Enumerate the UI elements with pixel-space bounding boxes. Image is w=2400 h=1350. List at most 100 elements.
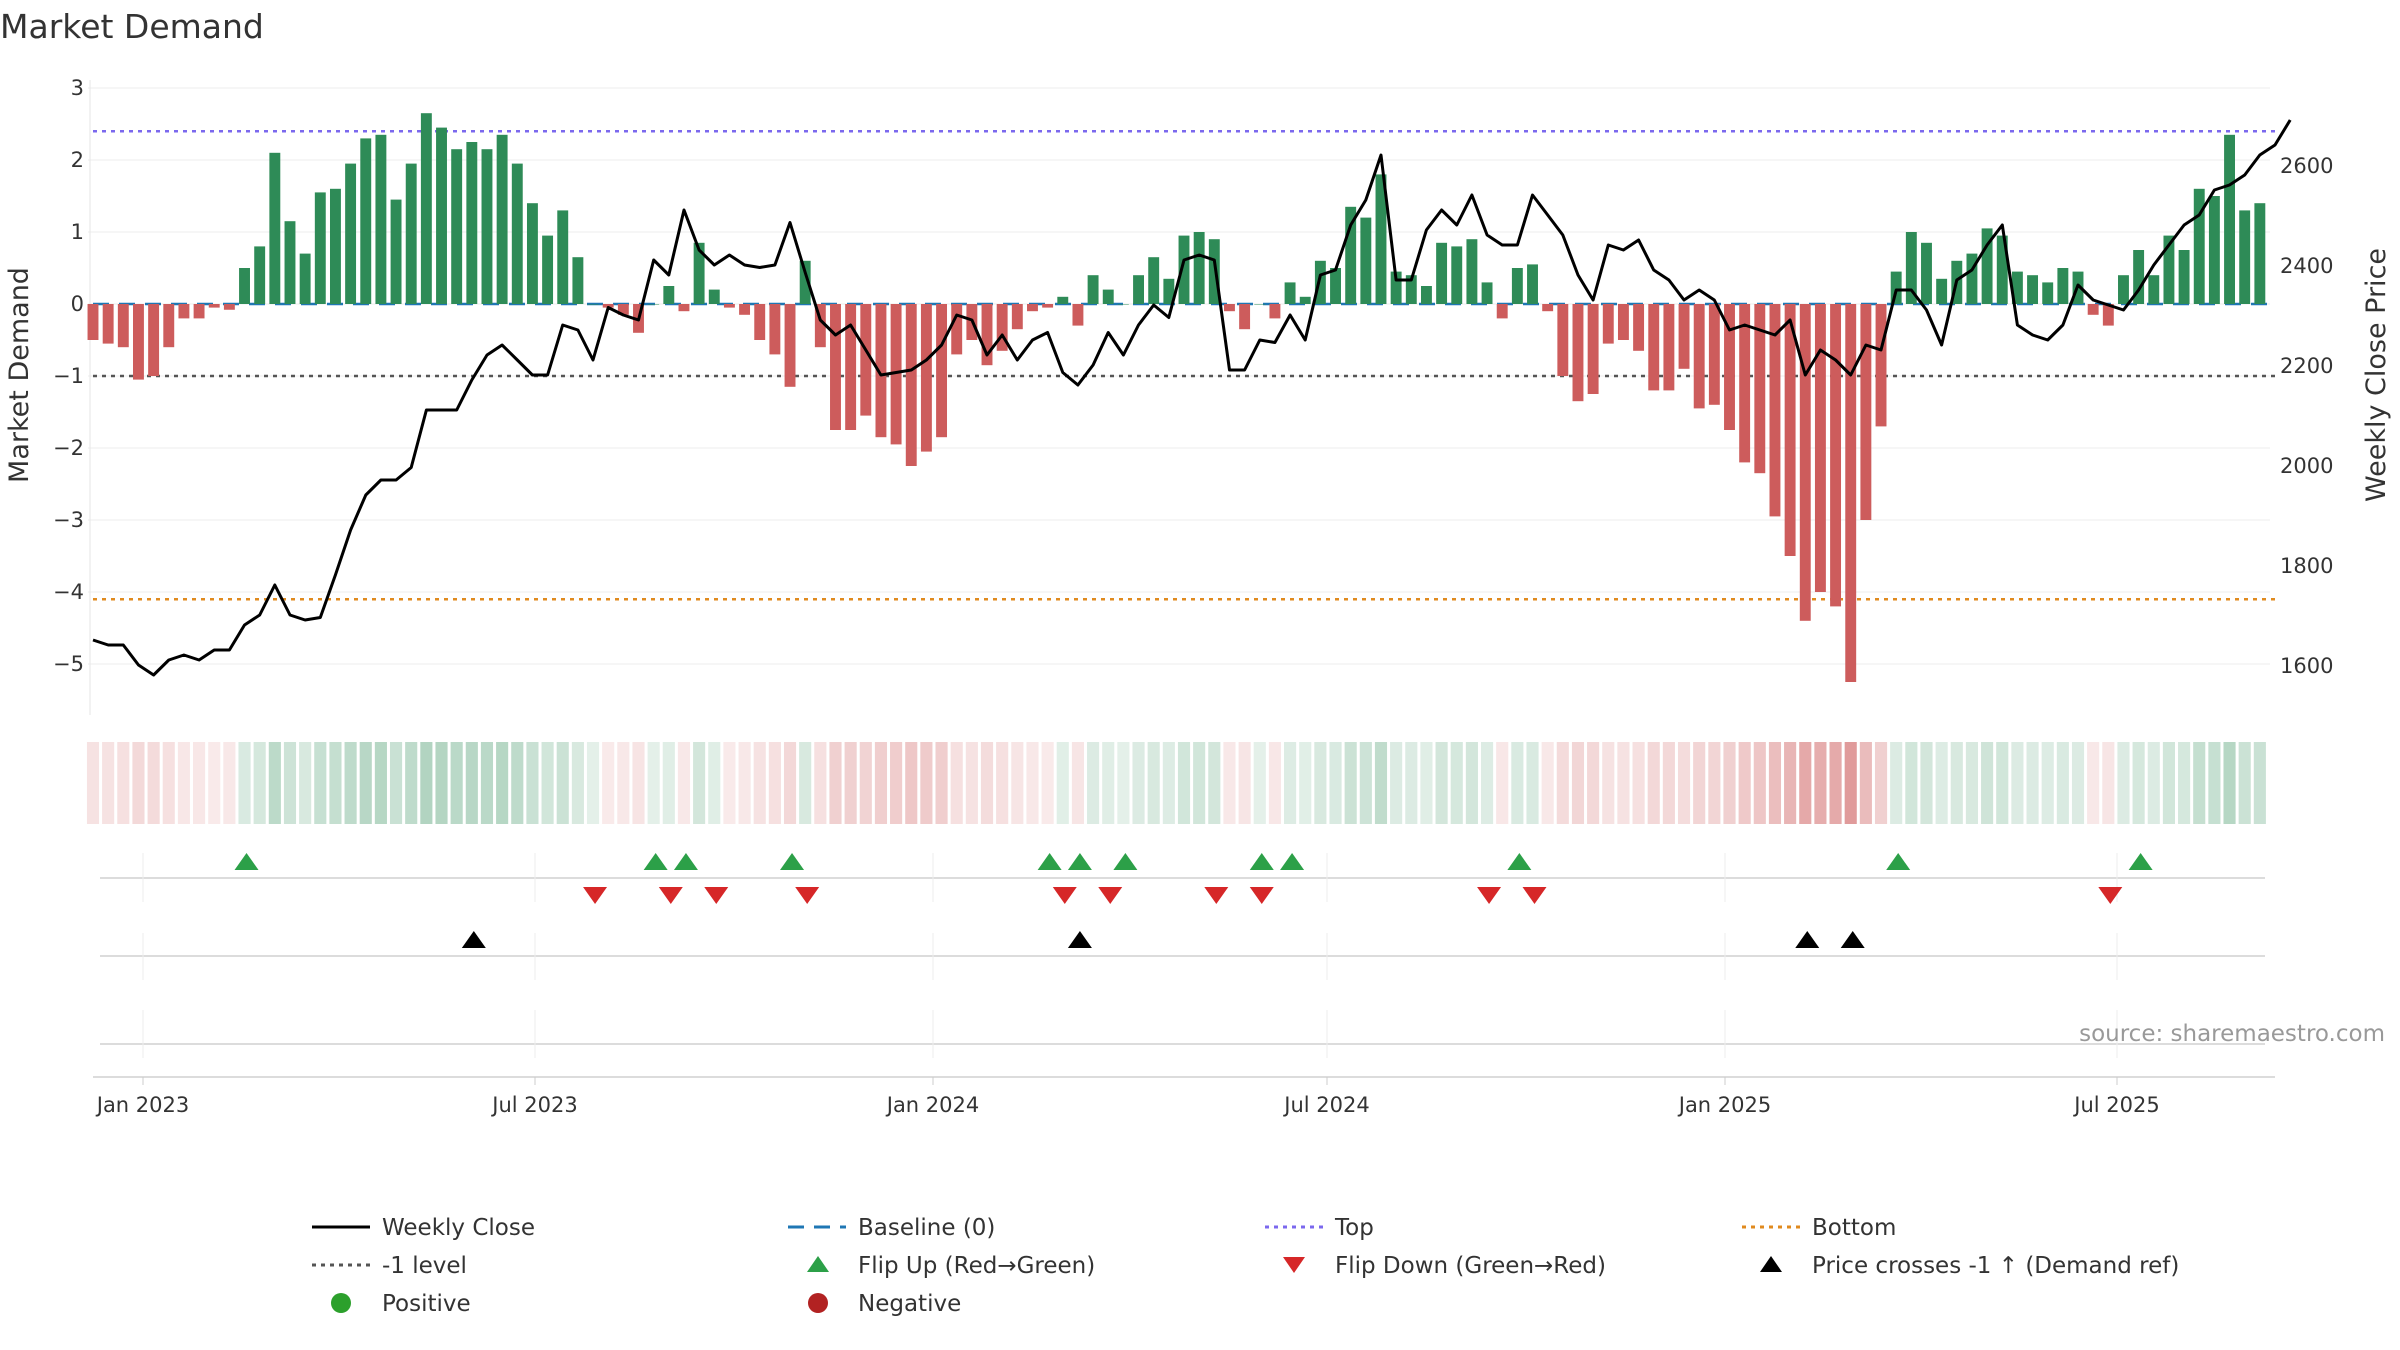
heat-cell xyxy=(814,742,827,824)
heat-cell xyxy=(1920,742,1933,824)
heat-cell xyxy=(496,742,509,824)
reference-lines xyxy=(93,129,2275,601)
legend-item-top: Top xyxy=(1265,1215,1374,1241)
heat-cell xyxy=(329,742,342,824)
demand-bar-negative xyxy=(784,304,796,387)
flip-up-icon xyxy=(807,1256,829,1272)
y2-axis-title: Weekly Close Price xyxy=(2361,248,2392,502)
heat-cell xyxy=(617,742,630,824)
demand-bar-negative xyxy=(1072,304,1084,326)
demand-bar-positive xyxy=(2178,250,2190,304)
demand-bar-negative xyxy=(1769,304,1781,517)
legend-item-minus-one: -1 level xyxy=(312,1253,467,1279)
negative-dot-icon xyxy=(808,1293,828,1313)
heat-cell xyxy=(783,742,797,824)
heat-cell xyxy=(541,742,554,824)
demand-bar-positive xyxy=(2208,196,2220,304)
y-tick-label: 1 xyxy=(71,220,84,244)
flip-up-marker xyxy=(1280,853,1305,870)
x-tick-label: Jul 2024 xyxy=(1282,1093,1369,1117)
legend-label-flip-down: Flip Down (Green→Red) xyxy=(1335,1253,1606,1279)
heat-cell xyxy=(708,742,721,824)
demand-bar-positive xyxy=(345,163,357,304)
demand-bar-positive xyxy=(2011,271,2023,304)
demand-bar-positive xyxy=(1390,271,1402,304)
heat-cell xyxy=(1147,742,1160,824)
flip-up-marker xyxy=(1037,853,1062,870)
demand-bar-positive xyxy=(1178,235,1190,304)
heat-cell xyxy=(1193,742,1206,824)
demand-bar-negative xyxy=(1860,304,1872,520)
heat-cell xyxy=(2238,742,2251,824)
demand-bar-positive xyxy=(2042,282,2054,304)
demand-bar-positive xyxy=(557,210,569,304)
demand-bar-negative xyxy=(2102,304,2114,326)
y2-axis-ticks: 2600 2400 2200 2000 1800 1600 xyxy=(2280,154,2333,678)
heat-cell xyxy=(859,742,872,824)
heat-cell xyxy=(1405,742,1418,824)
demand-bar-negative xyxy=(830,304,841,430)
demand-bar-negative xyxy=(1496,304,1508,319)
heat-cell xyxy=(1965,742,1979,824)
legend-label-weekly-close: Weekly Close xyxy=(382,1215,535,1241)
heat-cell xyxy=(1117,742,1130,824)
demand-bar-negative xyxy=(1633,304,1645,351)
demand-bar-positive xyxy=(1345,206,1357,304)
heat-cell xyxy=(647,742,660,824)
heat-cell xyxy=(1268,742,1281,824)
demand-bar-negative xyxy=(754,304,766,340)
heat-cell xyxy=(1223,742,1236,824)
demand-bar-negative xyxy=(1027,304,1038,312)
heat-cell xyxy=(1465,742,1478,824)
heat-cell xyxy=(2147,742,2160,824)
heat-cell xyxy=(1556,742,1569,824)
y-axis-ticks: 3 2 1 0 −1 −2 −3 −4 −5 xyxy=(53,76,84,676)
demand-bar-positive xyxy=(693,242,705,304)
demand-bar-positive xyxy=(526,203,538,304)
demand-bar-positive xyxy=(1193,232,1205,304)
demand-bar-positive xyxy=(1890,271,1902,304)
legend-item-flip-up: Flip Up (Red→Green) xyxy=(807,1253,1095,1279)
heat-cell xyxy=(1693,742,1706,824)
demand-bar-negative xyxy=(1739,304,1751,463)
heat-cell xyxy=(1541,742,1554,824)
demand-bar-positive xyxy=(2057,268,2069,304)
price-cross-icon xyxy=(1760,1256,1782,1272)
demand-bar-positive xyxy=(663,286,675,304)
demand-bar-positive xyxy=(1996,235,2008,304)
demand-bar-negative xyxy=(1224,304,1235,312)
price-line-group xyxy=(92,119,2292,677)
heat-cell xyxy=(2071,742,2085,824)
heat-cell xyxy=(102,742,115,824)
demand-bar-positive xyxy=(239,268,250,304)
demand-bar-positive xyxy=(1087,275,1099,304)
heat-cell xyxy=(208,742,221,824)
demand-bar-positive xyxy=(1420,286,1432,304)
legend-label-flip-up: Flip Up (Red→Green) xyxy=(858,1253,1095,1279)
legend-label-top: Top xyxy=(1334,1215,1374,1241)
demand-bar-positive xyxy=(2118,275,2129,304)
heat-cell xyxy=(738,742,751,824)
heat-cell xyxy=(1768,742,1782,824)
heat-cell xyxy=(662,742,675,824)
heat-cell xyxy=(1011,742,1024,824)
marker-rows xyxy=(93,853,2275,1078)
demand-bar-negative xyxy=(1542,304,1554,312)
demand-bar-negative xyxy=(814,304,826,348)
flip-down-marker xyxy=(1098,887,1123,904)
heat-cell xyxy=(1299,742,1312,824)
demand-bar-negative xyxy=(1557,304,1569,376)
demand-bar-positive xyxy=(1375,174,1387,304)
price-line xyxy=(92,119,2292,677)
heat-cell xyxy=(2041,742,2054,824)
heat-cell xyxy=(1314,742,1327,824)
demand-bar-positive xyxy=(1936,278,1948,304)
heat-cell xyxy=(1617,742,1630,824)
heat-cell xyxy=(374,742,387,824)
demand-bar-positive xyxy=(436,127,447,304)
heat-cell xyxy=(2056,742,2069,824)
flip-up-marker xyxy=(234,853,259,870)
demand-bar-positive xyxy=(375,134,387,304)
demand-bar-positive xyxy=(2163,235,2175,304)
heat-cell xyxy=(1996,742,2009,824)
